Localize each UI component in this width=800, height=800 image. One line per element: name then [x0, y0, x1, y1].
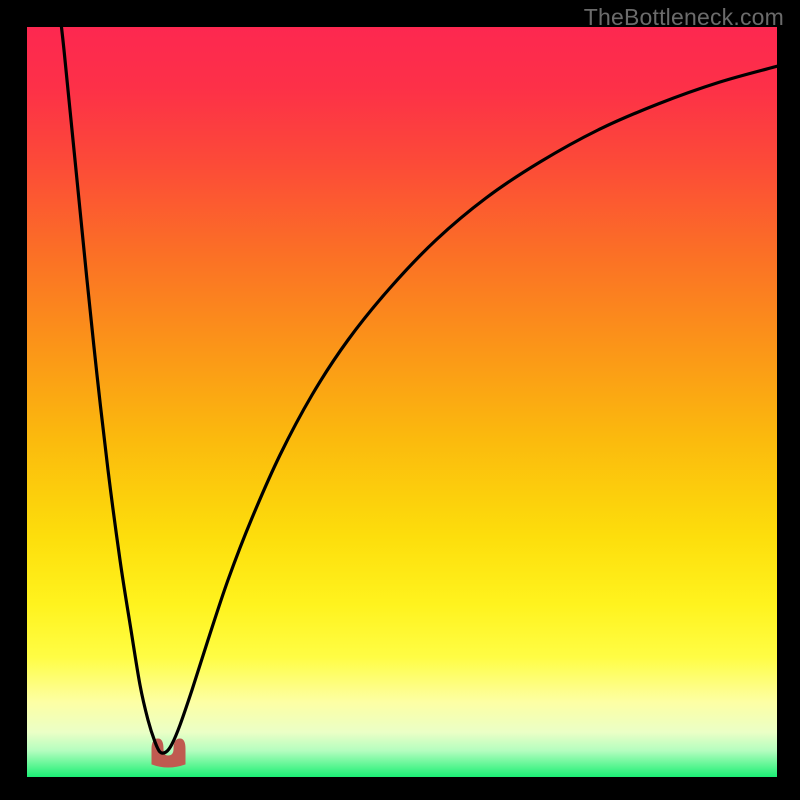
gradient-background [27, 27, 777, 777]
bottleneck-curve-chart [0, 0, 800, 800]
chart-container: TheBottleneck.com [0, 0, 800, 800]
